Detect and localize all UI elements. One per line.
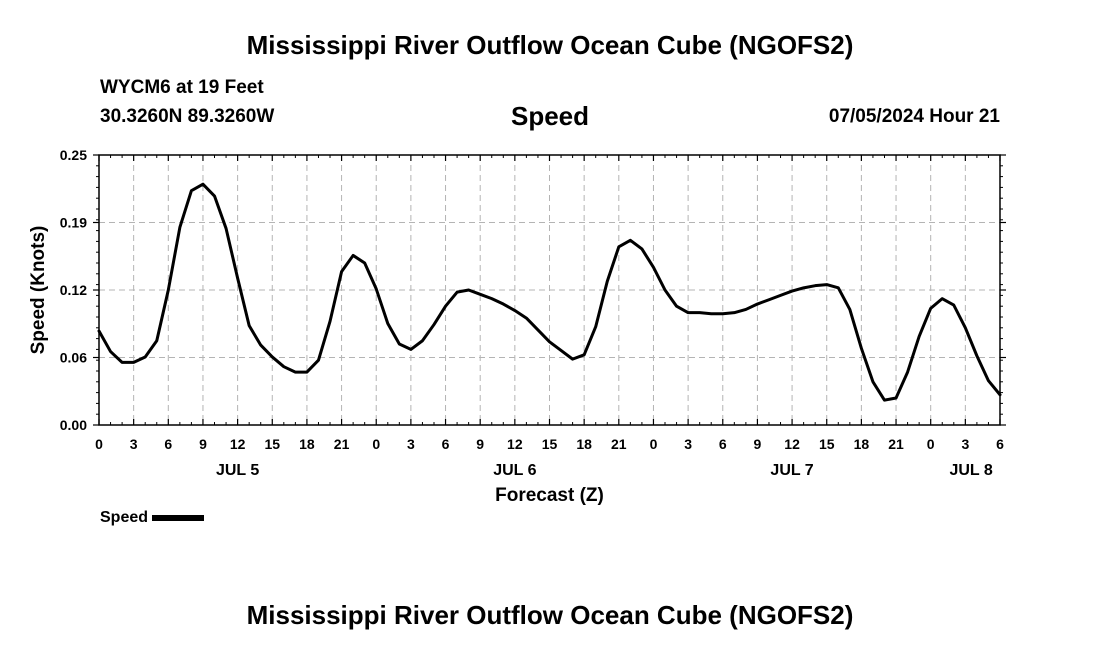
x-axis-title: Forecast (Z) bbox=[495, 485, 604, 506]
station-label: WYCM6 at 19 Feet bbox=[100, 77, 264, 98]
x-axis-ticks: 0 3 6 9 12 15 18 21 0 3 6 9 12 15 18 21 0 3 6 9 12 15 18 21 0 3 6 bbox=[95, 155, 1004, 452]
x-tick-label: 9 bbox=[754, 436, 762, 452]
x-tick-label: 18 bbox=[854, 436, 870, 452]
datetime-label: 07/05/2024 Hour 21 bbox=[828, 106, 1000, 127]
speed-series-line bbox=[97, 182, 1002, 402]
coordinates-label: 30.3260N 89.3260W bbox=[100, 106, 275, 127]
legend-label: Speed bbox=[100, 509, 149, 526]
grid-lines bbox=[99, 155, 1000, 425]
chart-title: Mississippi River Outflow Ocean Cube (NG… bbox=[246, 30, 854, 60]
x-tick-label: 15 bbox=[819, 436, 835, 452]
x-tick-label: 3 bbox=[684, 436, 692, 452]
date-label: JUL 7 bbox=[770, 462, 813, 479]
x-tick-label: 6 bbox=[719, 436, 727, 452]
x-tick-label: 3 bbox=[407, 436, 415, 452]
x-tick-label: 21 bbox=[611, 436, 627, 452]
series-layer bbox=[97, 182, 1002, 402]
x-tick-label: 0 bbox=[927, 436, 935, 452]
x-tick-label: 6 bbox=[996, 436, 1004, 452]
legend: Speed bbox=[100, 509, 205, 527]
x-tick-label: 0 bbox=[372, 436, 380, 452]
x-tick-label: 18 bbox=[576, 436, 592, 452]
x-tick-label: 6 bbox=[164, 436, 172, 452]
y-tick-label: 0.19 bbox=[60, 215, 87, 231]
y-axis-ticks: 0.00 0.06 0.12 0.19 0.25 bbox=[60, 147, 1006, 433]
x-tick-label: 12 bbox=[784, 436, 800, 452]
x-tick-label: 3 bbox=[961, 436, 969, 452]
x-tick-label: 9 bbox=[199, 436, 207, 452]
x-tick-label: 15 bbox=[264, 436, 280, 452]
y-tick-label: 0.12 bbox=[60, 282, 87, 298]
legend-swatch bbox=[152, 515, 205, 521]
footer-title: Mississippi River Outflow Ocean Cube (NG… bbox=[246, 600, 854, 630]
y-tick-label: 0.25 bbox=[60, 147, 87, 163]
date-labels: JUL 5 JUL 6 JUL 7 JUL 8 bbox=[216, 462, 993, 479]
y-tick-label: 0.00 bbox=[60, 417, 87, 433]
x-tick-label: 0 bbox=[95, 436, 103, 452]
x-tick-label: 12 bbox=[507, 436, 523, 452]
x-tick-label: 0 bbox=[650, 436, 658, 452]
x-tick-label: 3 bbox=[130, 436, 138, 452]
x-tick-label: 6 bbox=[442, 436, 450, 452]
x-tick-label: 9 bbox=[476, 436, 484, 452]
x-tick-label: 18 bbox=[299, 436, 315, 452]
y-tick-label: 0.06 bbox=[60, 350, 87, 366]
date-label: JUL 8 bbox=[949, 462, 992, 479]
date-label: JUL 5 bbox=[216, 462, 259, 479]
x-tick-label: 21 bbox=[888, 436, 904, 452]
variable-title: Speed bbox=[510, 101, 590, 131]
x-tick-label: 21 bbox=[334, 436, 350, 452]
date-label: JUL 6 bbox=[493, 462, 536, 479]
x-tick-label: 15 bbox=[542, 436, 558, 452]
x-tick-label: 12 bbox=[230, 436, 246, 452]
y-axis-title: Speed (Knots) bbox=[28, 226, 49, 355]
